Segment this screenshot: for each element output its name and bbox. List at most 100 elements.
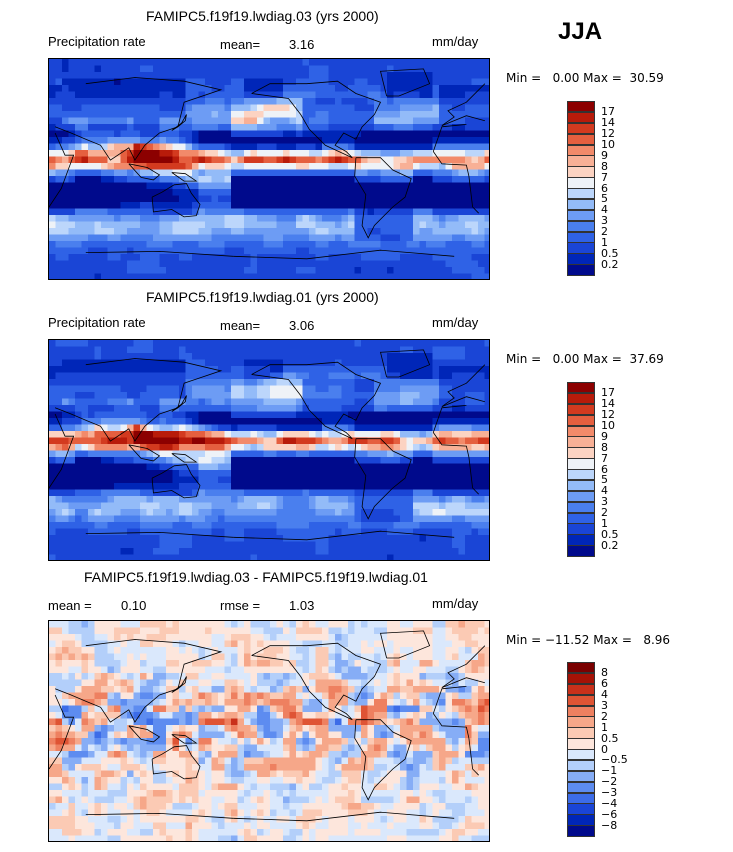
field-cell — [192, 457, 200, 465]
field-cell — [322, 340, 330, 348]
field-cell — [146, 85, 154, 93]
field-cell — [153, 254, 161, 262]
field-cell — [198, 385, 206, 393]
field-cell — [55, 72, 63, 80]
panel2-mean-value: 3.06 — [289, 318, 315, 333]
field-cell — [289, 241, 297, 249]
colorbar-cell — [567, 382, 595, 394]
field-cell — [432, 554, 440, 560]
field-cell — [107, 346, 115, 354]
colorbar-cell — [567, 231, 595, 243]
field-cell — [166, 496, 174, 504]
field-cell — [257, 502, 265, 510]
field-cell — [380, 385, 388, 393]
field-cell — [413, 247, 421, 255]
field-cell — [94, 431, 102, 439]
field-cell — [367, 130, 375, 138]
field-cell — [49, 476, 57, 484]
field-cell — [218, 208, 226, 216]
field-cell — [185, 234, 193, 242]
field-cell — [478, 398, 486, 406]
field-cell — [127, 450, 135, 458]
field-cell — [133, 273, 141, 279]
field-cell — [276, 346, 284, 354]
field-cell — [62, 91, 70, 99]
field-cell — [283, 398, 291, 406]
field-cell — [107, 72, 115, 80]
field-cell — [335, 150, 343, 158]
field-cell — [81, 366, 89, 374]
field-cell — [114, 247, 122, 255]
field-cell — [458, 137, 466, 145]
field-cell — [393, 489, 401, 497]
field-cell — [439, 515, 447, 523]
field-cell — [231, 502, 239, 510]
field-cell — [153, 78, 161, 86]
field-cell — [120, 411, 128, 419]
field-cell — [250, 359, 258, 367]
field-cell — [159, 195, 167, 203]
field-cell — [166, 346, 174, 354]
field-cell — [478, 372, 486, 380]
field-cell — [270, 169, 278, 177]
field-cell — [153, 182, 161, 190]
field-cell — [302, 228, 310, 236]
field-cell — [400, 621, 408, 629]
field-cell — [465, 124, 473, 132]
field-cell — [426, 431, 434, 439]
field-cell — [81, 418, 89, 426]
field-cell — [218, 548, 226, 556]
field-cell — [315, 470, 323, 478]
field-cell — [159, 169, 167, 177]
field-cell — [120, 476, 128, 484]
field-cell — [361, 150, 369, 158]
field-cell — [172, 509, 180, 517]
field-cell — [263, 221, 271, 229]
field-cell — [406, 189, 414, 197]
field-cell — [452, 247, 460, 255]
field-cell — [361, 247, 369, 255]
field-cell — [276, 444, 284, 452]
field-cell — [348, 541, 356, 549]
field-cell — [75, 424, 83, 432]
field-cell — [302, 411, 310, 419]
field-cell — [380, 483, 388, 491]
field-cell — [270, 130, 278, 138]
field-cell — [133, 254, 141, 262]
field-cell — [250, 398, 258, 406]
field-cell — [88, 554, 96, 560]
field-cell — [55, 124, 63, 132]
field-cell — [426, 163, 434, 171]
colorbar-tick-label: 14 — [601, 397, 615, 411]
field-cell — [127, 72, 135, 80]
field-cell — [114, 366, 122, 374]
field-cell — [133, 535, 141, 543]
field-cell — [289, 353, 297, 361]
field-cell — [296, 548, 304, 556]
field-cell — [432, 130, 440, 138]
coastline — [171, 395, 187, 412]
field-cell — [458, 450, 466, 458]
field-cell — [361, 241, 369, 249]
field-cell — [198, 163, 206, 171]
field-cell — [179, 431, 187, 439]
field-cell — [140, 130, 148, 138]
field-cell — [257, 169, 265, 177]
field-cell — [348, 117, 356, 125]
field-cell — [478, 150, 486, 158]
field-cell — [484, 476, 489, 484]
field-cell — [380, 267, 388, 275]
field-cell — [250, 385, 258, 393]
field-cell — [387, 340, 395, 348]
field-cell — [55, 457, 63, 465]
field-cell — [335, 189, 343, 197]
field-cell — [426, 215, 434, 223]
field-cell — [354, 241, 362, 249]
field-cell — [198, 398, 206, 406]
field-cell — [244, 496, 252, 504]
field-cell — [393, 59, 401, 67]
field-cell — [471, 405, 479, 413]
field-cell — [205, 156, 213, 164]
field-cell — [94, 515, 102, 523]
colorbar-tick-label: 2 — [601, 225, 608, 238]
